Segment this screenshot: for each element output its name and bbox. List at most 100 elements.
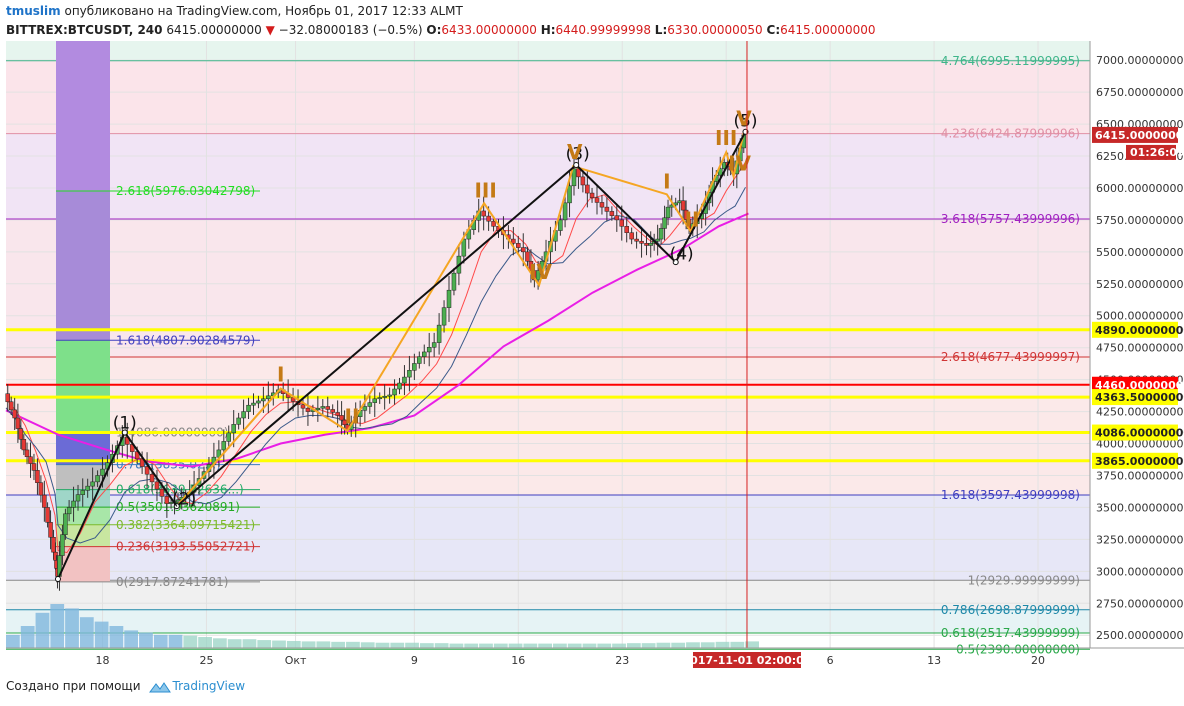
candle-body — [580, 176, 586, 186]
candle-body — [100, 468, 105, 476]
volume-bar — [419, 643, 434, 648]
volume-bar — [198, 637, 212, 648]
fib-zone — [6, 218, 1090, 357]
candle-body — [85, 485, 90, 491]
volume-bar — [523, 643, 538, 648]
candle-body — [571, 168, 577, 187]
candle-body — [662, 217, 667, 229]
candle-body — [241, 411, 246, 419]
open-value: 6433.00000000 — [441, 23, 537, 37]
candle-body — [629, 232, 634, 240]
volume-bar — [479, 643, 493, 648]
wave-label: IV — [728, 151, 751, 175]
candle-body — [71, 500, 76, 508]
level-tag-label: 4890.00000000 — [1095, 324, 1184, 337]
volume-bar — [109, 626, 124, 648]
candle-body — [164, 496, 170, 504]
candle-body — [325, 406, 330, 410]
close-label: C: — [766, 23, 781, 37]
candle-body — [535, 270, 541, 281]
fib-retrace-label: 0.618(3639.52636...) — [116, 483, 244, 497]
volume-bar — [272, 640, 286, 648]
symbol-label: BITTREX:BTCUSDT, 240 — [6, 23, 163, 37]
x-tick-label: 9 — [411, 654, 418, 667]
last-price: 6415.00000000 — [166, 23, 262, 37]
candle-body — [481, 210, 486, 217]
volume-bar — [168, 634, 183, 648]
candle-body — [528, 260, 534, 271]
candle-body — [422, 351, 427, 357]
wave-label: V — [736, 107, 752, 131]
current-price-label: 6415.00000000 — [1095, 129, 1184, 142]
volume-bar — [493, 643, 508, 648]
candle-body — [624, 226, 629, 233]
y-tick-label: 2750.00000000 — [1096, 597, 1183, 610]
volume-bar — [553, 643, 567, 648]
wave-label: I — [663, 169, 670, 193]
wave-label: IV — [529, 260, 552, 284]
wave-label: (2) — [172, 490, 196, 510]
high-value: 6440.99999998 — [555, 23, 651, 37]
wave-point — [121, 429, 128, 436]
candle-body — [266, 395, 271, 400]
volume-bar — [50, 604, 65, 648]
price-change: −32.08000183 (−0.5%) — [278, 23, 423, 37]
candle-body — [387, 394, 392, 397]
volume-bar — [405, 642, 419, 648]
volume-bar — [227, 639, 242, 648]
volume-bar — [94, 621, 109, 648]
candle-body — [511, 238, 516, 244]
fib-retrace-zone — [56, 191, 110, 341]
candle-body — [320, 406, 326, 409]
low-label: L: — [654, 23, 668, 37]
volume-bar — [449, 643, 464, 648]
candle-body — [31, 463, 37, 471]
x-tick-label: 16 — [511, 654, 525, 667]
volume-bar — [434, 643, 449, 648]
fib-retrace-label: 0.382(3364.09715421) — [116, 518, 255, 532]
candle-body — [66, 507, 72, 515]
candle-body — [90, 481, 95, 487]
volume-bar — [390, 642, 405, 648]
volume-bar — [35, 612, 50, 648]
volume-bar — [286, 640, 301, 648]
candle-body — [246, 404, 251, 412]
level-tag — [1092, 424, 1178, 441]
low-value: 6330.00000050 — [667, 23, 763, 37]
wave-label: III — [715, 126, 737, 150]
candle-body — [392, 388, 397, 396]
fib-extension-label: 3.618(5757.43999996) — [941, 212, 1080, 226]
volume-bar — [242, 639, 257, 648]
candle-body — [80, 490, 85, 495]
candle-body — [236, 417, 241, 425]
y-tick-label: 4750.00000000 — [1096, 342, 1183, 355]
fib-zone — [6, 41, 1090, 61]
candle-body — [63, 513, 68, 535]
fib-retrace-label: 0.236(3193.55052721) — [116, 540, 255, 554]
fib-retrace-zone — [56, 524, 110, 547]
candle-body — [18, 428, 24, 440]
author-link[interactable]: tmuslim — [6, 4, 61, 18]
y-tick-label: 3500.00000000 — [1096, 501, 1183, 514]
volume-bar — [730, 641, 745, 648]
cursor-time-tag — [692, 652, 801, 668]
candle-body — [516, 243, 521, 248]
wave-point — [573, 161, 580, 168]
candle-body — [367, 402, 373, 407]
y-tick-label: 5500.00000000 — [1096, 246, 1183, 259]
candle-body — [95, 475, 100, 483]
candle-body — [665, 206, 671, 219]
volume-bar — [375, 642, 390, 648]
countdown-tag — [1126, 144, 1176, 160]
volume-bar — [212, 638, 227, 648]
candle-body — [648, 243, 653, 246]
fib-zone — [6, 133, 1090, 219]
candle-body — [226, 432, 231, 442]
candle-body — [491, 220, 496, 227]
candle-body — [567, 185, 572, 204]
candle-body — [330, 409, 335, 413]
fib-retrace-label: 0(2917.87241781) — [116, 575, 228, 589]
candle-body — [402, 376, 407, 384]
tradingview-link[interactable]: TradingView — [172, 679, 246, 693]
